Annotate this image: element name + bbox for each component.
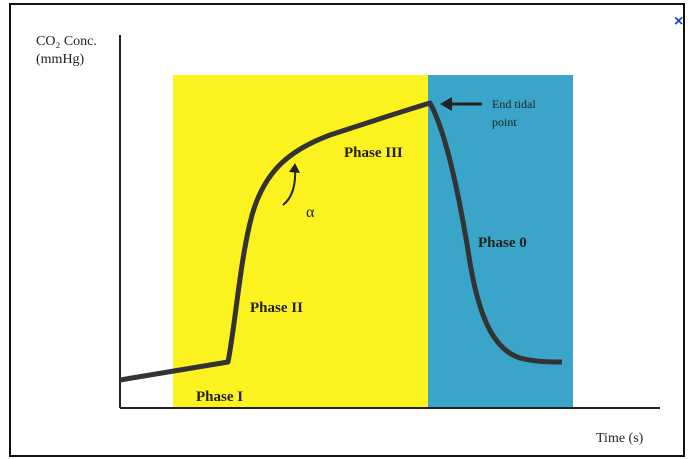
angle-label: α: [306, 204, 315, 221]
co2-curve: [119, 100, 563, 383]
yellow-region: [173, 75, 428, 408]
blue-region: [428, 75, 573, 408]
close-button[interactable]: ×: [674, 13, 683, 30]
y-axis-label: CO₂ Conc.: [36, 34, 97, 49]
end-tidal-arrowhead: [440, 97, 452, 111]
annotation: End tidal: [492, 97, 536, 111]
phase-label: Phase III: [344, 145, 403, 161]
phase-label: Phase 0: [478, 235, 527, 251]
alpha-arrowhead: [289, 163, 300, 173]
phase-label: Phase II: [250, 300, 303, 316]
x-axis-label: Time (s): [596, 431, 644, 446]
y-axis-label: (mmHg): [36, 52, 85, 67]
phase-label: Phase I: [196, 389, 243, 405]
annotation: point: [492, 115, 517, 129]
